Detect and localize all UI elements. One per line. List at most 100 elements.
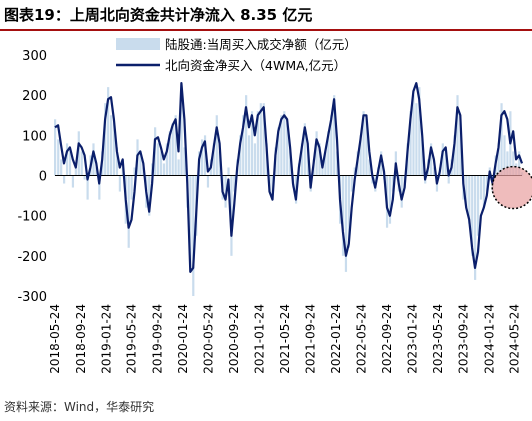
highlight-marker: [491, 165, 532, 210]
bar: [447, 175, 450, 184]
bar: [189, 175, 192, 268]
figure-number: 图表19：: [4, 6, 70, 24]
bar: [180, 91, 183, 176]
bar: [479, 175, 483, 200]
bar: [277, 127, 280, 176]
bar: [512, 151, 515, 176]
bar: [280, 115, 283, 176]
bar: [130, 175, 133, 200]
bar: [327, 131, 330, 176]
bar: [71, 175, 75, 188]
bar: [506, 151, 509, 176]
bar: [63, 175, 66, 184]
bar: [315, 131, 318, 176]
y-tick-label: -200: [17, 250, 47, 265]
bar: [485, 175, 488, 192]
x-tick-label: 2021-05-24: [278, 304, 292, 374]
y-tick-label: 300: [22, 49, 47, 64]
x-tick-label: 2021-01-24: [253, 304, 267, 374]
bar: [380, 151, 383, 176]
bar: [318, 143, 321, 176]
bar: [344, 175, 348, 272]
bar: [289, 151, 292, 176]
y-tick-label: 0: [39, 170, 47, 185]
bar: [118, 175, 121, 192]
x-tick-label: 2019-05-24: [125, 304, 139, 374]
bar: [418, 87, 421, 176]
x-tick-label: 2023-05-24: [431, 304, 445, 374]
bar: [171, 123, 174, 176]
bar: [321, 163, 324, 176]
x-tick-label: 2020-01-24: [176, 304, 190, 374]
bar: [109, 115, 113, 176]
bar: [127, 175, 130, 248]
bar: [239, 135, 242, 176]
x-tick-label: 2022-01-24: [329, 304, 343, 374]
x-tick-label: 2021-09-24: [304, 304, 318, 374]
figure-title-text: 上周北向资金共计净流入 8.35 亿元: [69, 6, 313, 24]
bar: [200, 139, 204, 176]
bar: [421, 139, 424, 176]
y-tick-label: 200: [22, 89, 47, 104]
x-tick-label: 2018-05-24: [48, 304, 62, 374]
bar: [245, 95, 248, 176]
bar: [286, 123, 289, 176]
bar: [183, 147, 186, 176]
bar: [230, 175, 233, 256]
bar: [192, 175, 195, 296]
bar: [500, 103, 503, 176]
bar: [400, 175, 403, 208]
bar: [324, 151, 327, 176]
bar: [259, 103, 262, 176]
bar: [104, 103, 107, 176]
x-tick-label: 2023-01-24: [406, 304, 420, 374]
bar: [459, 123, 462, 176]
bar: [233, 175, 236, 192]
x-tick-label: 2022-05-24: [354, 304, 368, 374]
bar: [347, 175, 350, 248]
bar: [112, 123, 116, 176]
bar: [350, 175, 353, 192]
line-path: [54, 81, 524, 273]
bar: [177, 159, 180, 176]
x-tick-label: 2024-05-24: [508, 304, 522, 374]
bar: [227, 167, 230, 176]
bar: [242, 115, 245, 176]
bar: [341, 175, 345, 256]
bar: [212, 143, 215, 176]
x-tick-label: 2024-01-24: [482, 304, 496, 374]
bar: [115, 147, 119, 176]
x-axis: 2018-05-24 2018-09-24 2019-01-24 2019-05-24…: [48, 304, 522, 374]
bar: [77, 131, 80, 176]
bar: [497, 143, 500, 176]
bar: [409, 111, 412, 176]
bar: [86, 175, 89, 200]
bar: [465, 175, 468, 208]
bar: [476, 175, 480, 236]
bar: [359, 135, 362, 176]
source-note: 资料来源：Wind，华泰研究: [4, 400, 155, 414]
bar: [68, 151, 72, 176]
title-rule: [0, 29, 532, 31]
bar: [168, 131, 171, 176]
chart: -300 -200 -100 0 100 200 300 2018-05-24 2018-09…: [17, 37, 532, 374]
bar: [474, 175, 477, 280]
bar: [362, 111, 365, 176]
bar: [303, 123, 306, 176]
legend-bar-label: 陆股通:当周买入成交净额（亿元）: [165, 37, 357, 52]
bar: [74, 163, 77, 176]
bar: [250, 111, 254, 176]
bar: [482, 175, 486, 208]
bar: [57, 139, 60, 176]
y-tick-label: 100: [22, 129, 47, 144]
bar: [203, 135, 207, 176]
bar: [330, 115, 333, 176]
bar: [92, 143, 95, 176]
y-axis: -300 -200 -100 0 100 200 300: [17, 49, 47, 305]
bar: [162, 163, 166, 176]
bar: [133, 167, 136, 176]
bar: [107, 87, 110, 176]
bar: [518, 151, 521, 176]
bar: [83, 175, 86, 180]
bar: [441, 143, 444, 176]
